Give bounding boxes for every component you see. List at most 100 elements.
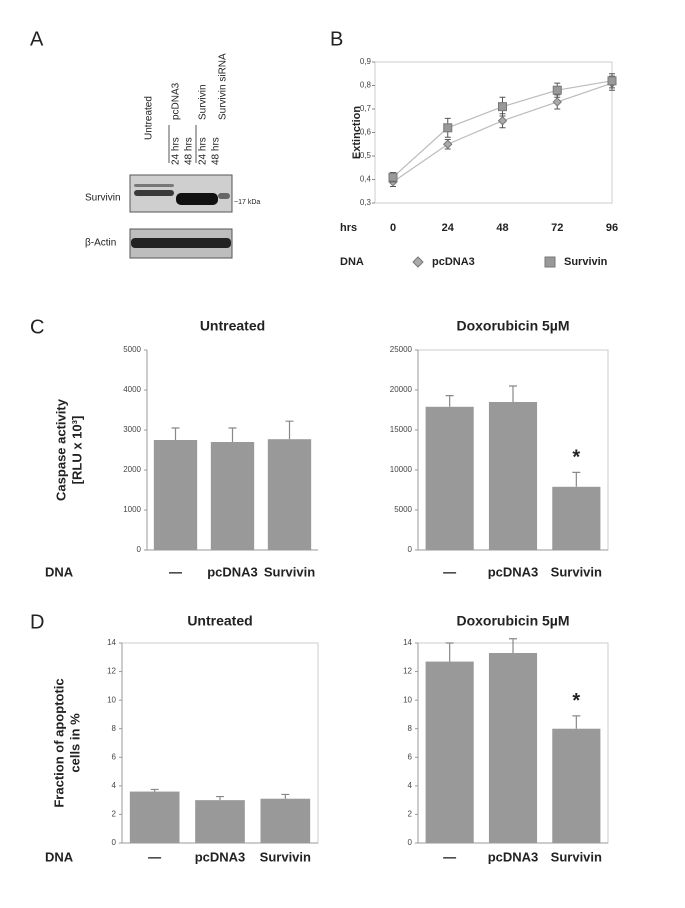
y-tick-label: 25000: [390, 345, 413, 354]
x-tick-label: —: [148, 849, 161, 864]
band: [134, 184, 174, 187]
y-tick-label: 2: [112, 810, 117, 819]
x-tick-label: Survivin: [551, 849, 602, 864]
lane-label: Untreated: [144, 96, 155, 140]
y-tick-label: 10: [107, 695, 116, 704]
error-bar: [509, 385, 517, 402]
y-tick-label: 20000: [390, 385, 413, 394]
chart-title: Untreated: [187, 613, 252, 629]
marker: [497, 116, 508, 126]
chart-title: Untreated: [200, 318, 265, 334]
y-tick-label: 0,5: [360, 151, 372, 160]
error-bar: [572, 715, 581, 729]
y-tick-label: 8: [112, 724, 117, 733]
error-bar: [509, 638, 517, 653]
plot-frame: [374, 61, 613, 204]
y-tick-label: 14: [403, 638, 412, 647]
x-tick-label: 48: [496, 222, 508, 234]
error-bar: [150, 788, 159, 792]
marker: [443, 123, 453, 133]
y-tick-label: 3000: [123, 425, 141, 434]
lane-label: pcDNA3: [171, 82, 182, 120]
y-axis-label: Fraction of apoptotic: [51, 678, 66, 807]
marker: [412, 256, 424, 268]
marker: [607, 76, 617, 86]
band: [176, 193, 218, 205]
x-tick-label: pcDNA3: [207, 564, 258, 579]
time-label: 48 hrs: [211, 137, 222, 165]
y-axis-label: [RLU x 10³]: [69, 416, 84, 485]
marker: [498, 102, 507, 112]
marker-label: ~17 kDa: [234, 199, 260, 206]
marker: [443, 139, 453, 149]
y-axis-label: Caspase activity: [53, 398, 68, 501]
y-tick-label: 0,7: [360, 104, 372, 113]
blot-labels: Untreated pcDNA3 Survivin Survivin siRNA…: [85, 53, 260, 249]
y-tick-label: 6: [408, 752, 413, 761]
y-tick-label: 0,8: [360, 81, 372, 90]
lane-label: Survivin siRNA: [218, 53, 229, 120]
x-tick-label: —: [443, 849, 456, 864]
y-tick-label: 5000: [394, 505, 412, 514]
y-tick-label: 0: [408, 545, 413, 554]
y-axis-label: Extinction: [351, 106, 363, 159]
y-tick-label: 12: [107, 667, 116, 676]
panel-label: B: [330, 28, 343, 50]
error-bar: [445, 642, 454, 662]
error-bar: [216, 795, 224, 801]
x-tick-label: 24: [442, 222, 455, 234]
error-bar: [445, 395, 454, 407]
bar: [552, 486, 601, 550]
y-tick-label: 8: [408, 724, 413, 733]
x-tick-label: —: [443, 564, 456, 579]
y-tick-label: 4: [112, 781, 117, 790]
annotation: *: [572, 690, 580, 712]
y-tick-label: 10: [403, 695, 412, 704]
error-bar: [171, 427, 180, 440]
x-tick-label: 72: [551, 222, 563, 234]
x-axis-label: DNA: [45, 564, 74, 579]
row-label: β-Actin: [85, 238, 116, 249]
bar: [153, 440, 198, 550]
bar: [267, 439, 312, 550]
x-tick-label: Survivin: [551, 564, 602, 579]
error-bar: [572, 471, 581, 487]
bar: [552, 728, 601, 843]
error-bar: [285, 420, 294, 440]
x-tick-label: 96: [606, 222, 618, 234]
chart-title: Doxorubicin 5µM: [456, 318, 569, 334]
x-tick-label: —: [169, 564, 182, 579]
x-tick-label: pcDNA3: [195, 849, 246, 864]
lane-label: Survivin: [198, 84, 209, 120]
y-tick-label: 12: [403, 667, 412, 676]
time-label: 48 hrs: [184, 137, 195, 165]
y-tick-label: 2000: [123, 465, 141, 474]
panel-label: A: [30, 28, 44, 50]
bar: [210, 442, 255, 550]
band: [134, 190, 174, 196]
y-tick-label: 0,3: [360, 198, 372, 207]
panel-label: D: [30, 611, 44, 633]
x-tick-label: Survivin: [264, 564, 315, 579]
x-tick-label: 0: [390, 222, 396, 234]
y-tick-label: 0,4: [360, 175, 372, 184]
x-axis-label: hrs: [340, 222, 357, 234]
bar: [425, 406, 474, 550]
y-tick-label: 0: [408, 838, 413, 847]
marker: [544, 256, 556, 268]
row-label: Survivin: [85, 193, 121, 204]
x-tick-label: pcDNA3: [488, 849, 539, 864]
chart-title: Doxorubicin 5µM: [456, 613, 569, 629]
blot: [129, 174, 233, 259]
bar: [488, 402, 538, 550]
legend-title: DNA: [340, 256, 364, 268]
legend-label: Survivin: [564, 256, 608, 268]
bar: [425, 661, 474, 843]
band: [218, 193, 230, 199]
band: [131, 238, 231, 248]
y-tick-label: 4: [408, 781, 413, 790]
y-tick-label: 5000: [123, 345, 141, 354]
marker: [552, 85, 562, 95]
y-tick-label: 15000: [390, 425, 413, 434]
